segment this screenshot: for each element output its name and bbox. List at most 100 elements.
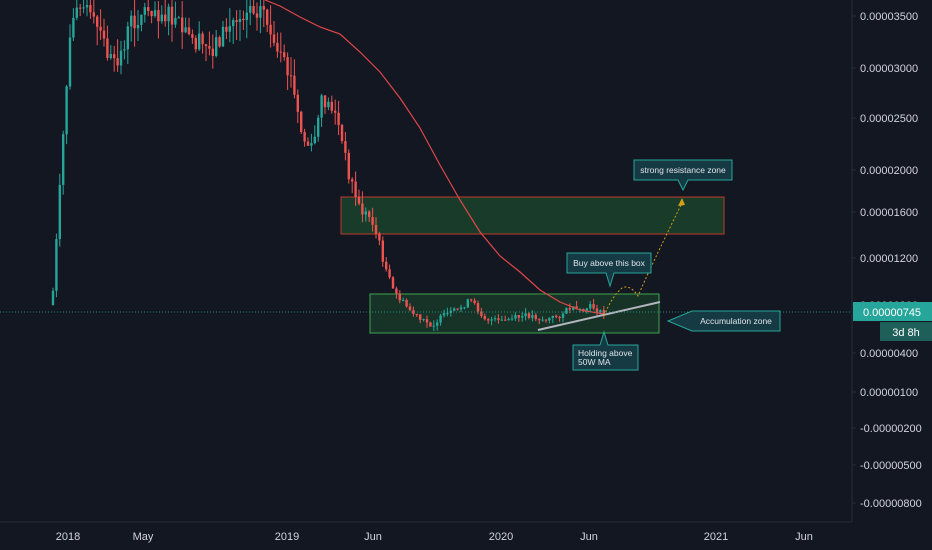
candle-body [391,277,395,289]
candle-body [599,310,602,313]
y-tick-label: -0.00000500 [860,460,922,472]
candle-body [436,322,439,326]
candle-body [507,319,510,321]
y-tick-label: 0.00002000 [860,165,918,177]
candle-body [123,49,126,51]
candle-body [75,7,78,18]
candle-body [510,318,514,320]
y-tick-label: 0.00002500 [860,113,918,125]
candle-body [150,10,153,17]
candle-body [235,20,238,22]
countdown-label[interactable]: 3d 8h [880,322,932,341]
candle-body [215,37,218,56]
candle-body [262,6,265,10]
candle-body [476,303,480,312]
candle-body [143,7,146,15]
candle-body [323,95,327,108]
candle-body [153,10,157,17]
candle-body [160,14,163,22]
candle-body [225,26,228,32]
candle-body [602,310,605,316]
candle-body [466,299,469,308]
candle-body [415,313,418,315]
x-tick-label: Jun [580,531,598,543]
candle-body [334,110,337,113]
candle-body [204,44,208,47]
candle-body [310,143,313,146]
candle-body [561,313,565,318]
candle-body [289,75,293,77]
candle-body [119,50,123,66]
price-axis[interactable]: 0.00003500 0.00003000 0.00002500 0.00002000… [852,11,922,510]
callout-accumulation[interactable]: Accumulation zone [666,310,781,332]
candle-body [402,300,405,302]
candle-body [92,12,95,17]
candle-body [412,310,415,314]
candle-body [595,308,599,313]
candle-body [218,37,221,47]
candle-body [558,317,561,319]
candle-body [534,315,537,320]
candle-body [395,288,398,294]
candle-body [351,179,354,182]
candle-body [398,293,401,301]
candle-body [422,319,425,321]
candle-body [184,27,187,33]
candle-body [167,6,170,22]
candle-body [191,34,194,39]
current-price-label[interactable]: 0.00000745 [853,302,932,321]
candle-body [565,308,568,314]
y-tick-label: 0.00001600 [860,207,918,219]
candle-body [62,134,65,185]
candle-body [459,307,463,310]
candle-body [245,12,248,21]
candle-body [286,57,289,76]
candle-body [306,141,310,146]
candle-body [480,311,483,317]
x-tick-label: Jun [364,531,382,543]
candle-body [548,317,551,321]
candle-body [228,26,231,32]
candle-body [439,315,442,323]
callout-strong-resistance[interactable]: strong resistance zone [633,159,733,192]
candle-body [208,46,211,49]
y-tick-label: -0.00000200 [860,423,922,435]
candle-body [198,33,201,50]
callout-holding[interactable]: Holding above 50W MA [572,330,639,371]
resistance-zone-box[interactable] [340,196,725,235]
candle-body [378,233,381,241]
candle-body [388,269,391,278]
candle-body [337,112,340,125]
candle-body [181,17,184,33]
candle-body [238,18,242,22]
candle-body [102,30,106,39]
time-axis[interactable]: 2018 May 2019 Jun 2020 Jun 2021 Jun [56,531,813,543]
candle-body [490,319,493,321]
candle-body [113,54,116,59]
candle-body [303,131,306,142]
countdown-text: 3d 8h [892,327,920,339]
candle-body [58,184,61,240]
candle-body [279,51,282,53]
candle-body [300,111,303,132]
candle-body [65,86,68,135]
candle-body [473,300,476,304]
candle-body [357,197,361,204]
projection-arrowhead [678,198,685,206]
candle-body [521,316,524,318]
candle-body [361,203,364,215]
projection-path[interactable] [603,202,683,317]
candle-body [589,304,592,309]
candle-body [116,58,119,66]
callout-buy-above[interactable]: Buy above this box [566,252,652,288]
candle-body [221,26,225,47]
candle-body [252,6,255,14]
support-trendline[interactable] [537,301,661,331]
candle-body [106,38,109,58]
x-tick-label: 2021 [704,531,728,543]
candle-body [541,319,544,321]
candle-body [572,306,575,310]
candle-body [55,239,58,291]
candle-body [429,322,432,327]
